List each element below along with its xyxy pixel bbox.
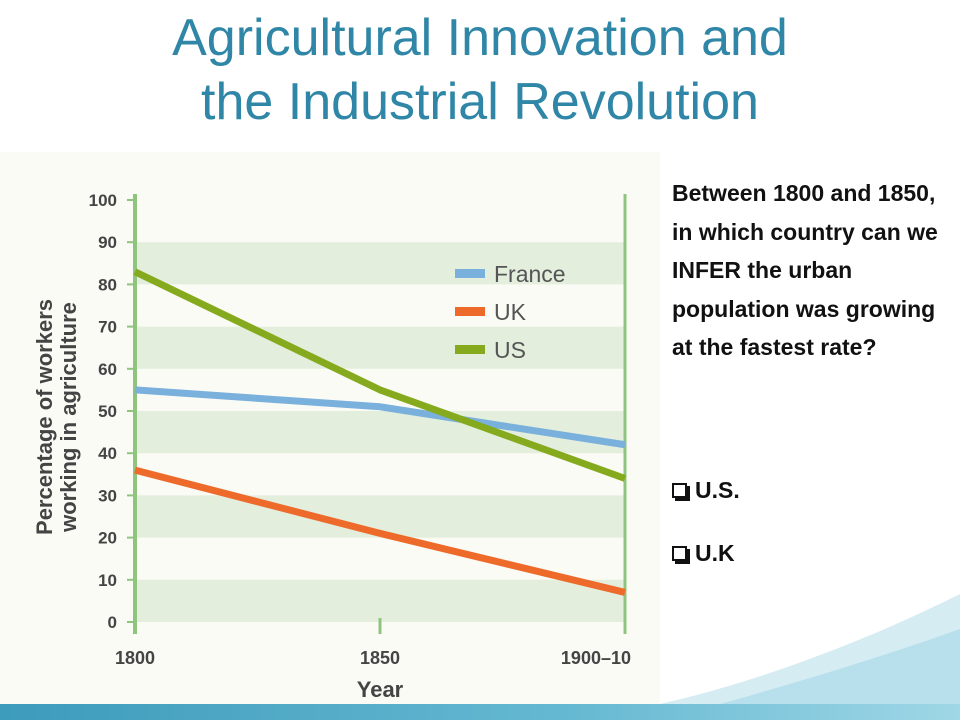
y-tick-label: 60 bbox=[98, 360, 117, 379]
y-tick-label: 70 bbox=[98, 318, 117, 337]
y-tick-label: 80 bbox=[98, 275, 117, 294]
title-line-1: Agricultural Innovation and bbox=[172, 9, 788, 67]
x-tick-label: 1850 bbox=[360, 648, 400, 668]
series-line-uk bbox=[134, 466, 626, 596]
option-us[interactable]: U.S. bbox=[672, 470, 952, 510]
question-text: Between 1800 and 1850, in which country … bbox=[672, 180, 938, 360]
option-us-label: U.S. bbox=[695, 476, 740, 503]
y-tick-label: 100 bbox=[89, 191, 117, 210]
legend-swatch bbox=[455, 307, 485, 316]
y-tick-label: 30 bbox=[98, 486, 117, 505]
legend-label: US bbox=[494, 337, 526, 363]
y-tick-labels: 0 10 20 30 40 50 60 70 80 90 100 bbox=[89, 191, 135, 632]
y-tick-label: 10 bbox=[98, 571, 117, 590]
chart-panel: 0 10 20 30 40 50 60 70 80 90 100 1800 1850 1900–10 F… bbox=[0, 152, 660, 708]
series-line-france bbox=[134, 386, 626, 449]
grid-bands bbox=[135, 242, 625, 622]
y-tick-label: 40 bbox=[98, 444, 117, 463]
x-axis-label: Year bbox=[357, 677, 404, 702]
line-chart: 0 10 20 30 40 50 60 70 80 90 100 1800 1850 1900–10 F… bbox=[32, 191, 631, 702]
checkbox-icon[interactable] bbox=[672, 482, 687, 498]
decorative-swoosh bbox=[660, 594, 960, 704]
axes bbox=[133, 194, 627, 634]
y-tick-label: 20 bbox=[98, 529, 117, 548]
y-axis-label-line-1: Percentage of workers bbox=[32, 299, 57, 535]
series-line-us bbox=[133, 268, 627, 482]
title-line-2: the Industrial Revolution bbox=[201, 73, 759, 131]
legend-label: UK bbox=[494, 299, 527, 325]
x-tick-label: 1900–10 bbox=[561, 648, 631, 668]
x-tick-labels: 1800 1850 1900–10 bbox=[115, 648, 631, 668]
chart-legend: France UK US bbox=[455, 261, 566, 363]
series-lines bbox=[133, 268, 627, 596]
y-tick-label: 90 bbox=[98, 233, 117, 252]
legend-swatch bbox=[455, 269, 485, 278]
y-tick-label: 50 bbox=[98, 402, 117, 421]
slide-title: Agricultural Innovation and the Industri… bbox=[0, 6, 960, 134]
grid-band bbox=[135, 579, 625, 622]
option-uk[interactable]: U.K bbox=[672, 533, 952, 573]
checkbox-icon[interactable] bbox=[672, 545, 687, 561]
y-axis-label-line-2: working in agriculture bbox=[56, 302, 81, 533]
y-tick-label: 0 bbox=[108, 613, 117, 632]
bottom-band bbox=[0, 704, 960, 720]
legend-label: France bbox=[494, 261, 566, 287]
option-uk-label: U.K bbox=[695, 539, 735, 566]
x-tick-label: 1800 bbox=[115, 648, 155, 668]
grid-band bbox=[135, 326, 625, 369]
answer-options: U.S. U.K bbox=[672, 470, 952, 596]
grid-band bbox=[135, 242, 625, 285]
legend-swatch bbox=[455, 345, 485, 354]
